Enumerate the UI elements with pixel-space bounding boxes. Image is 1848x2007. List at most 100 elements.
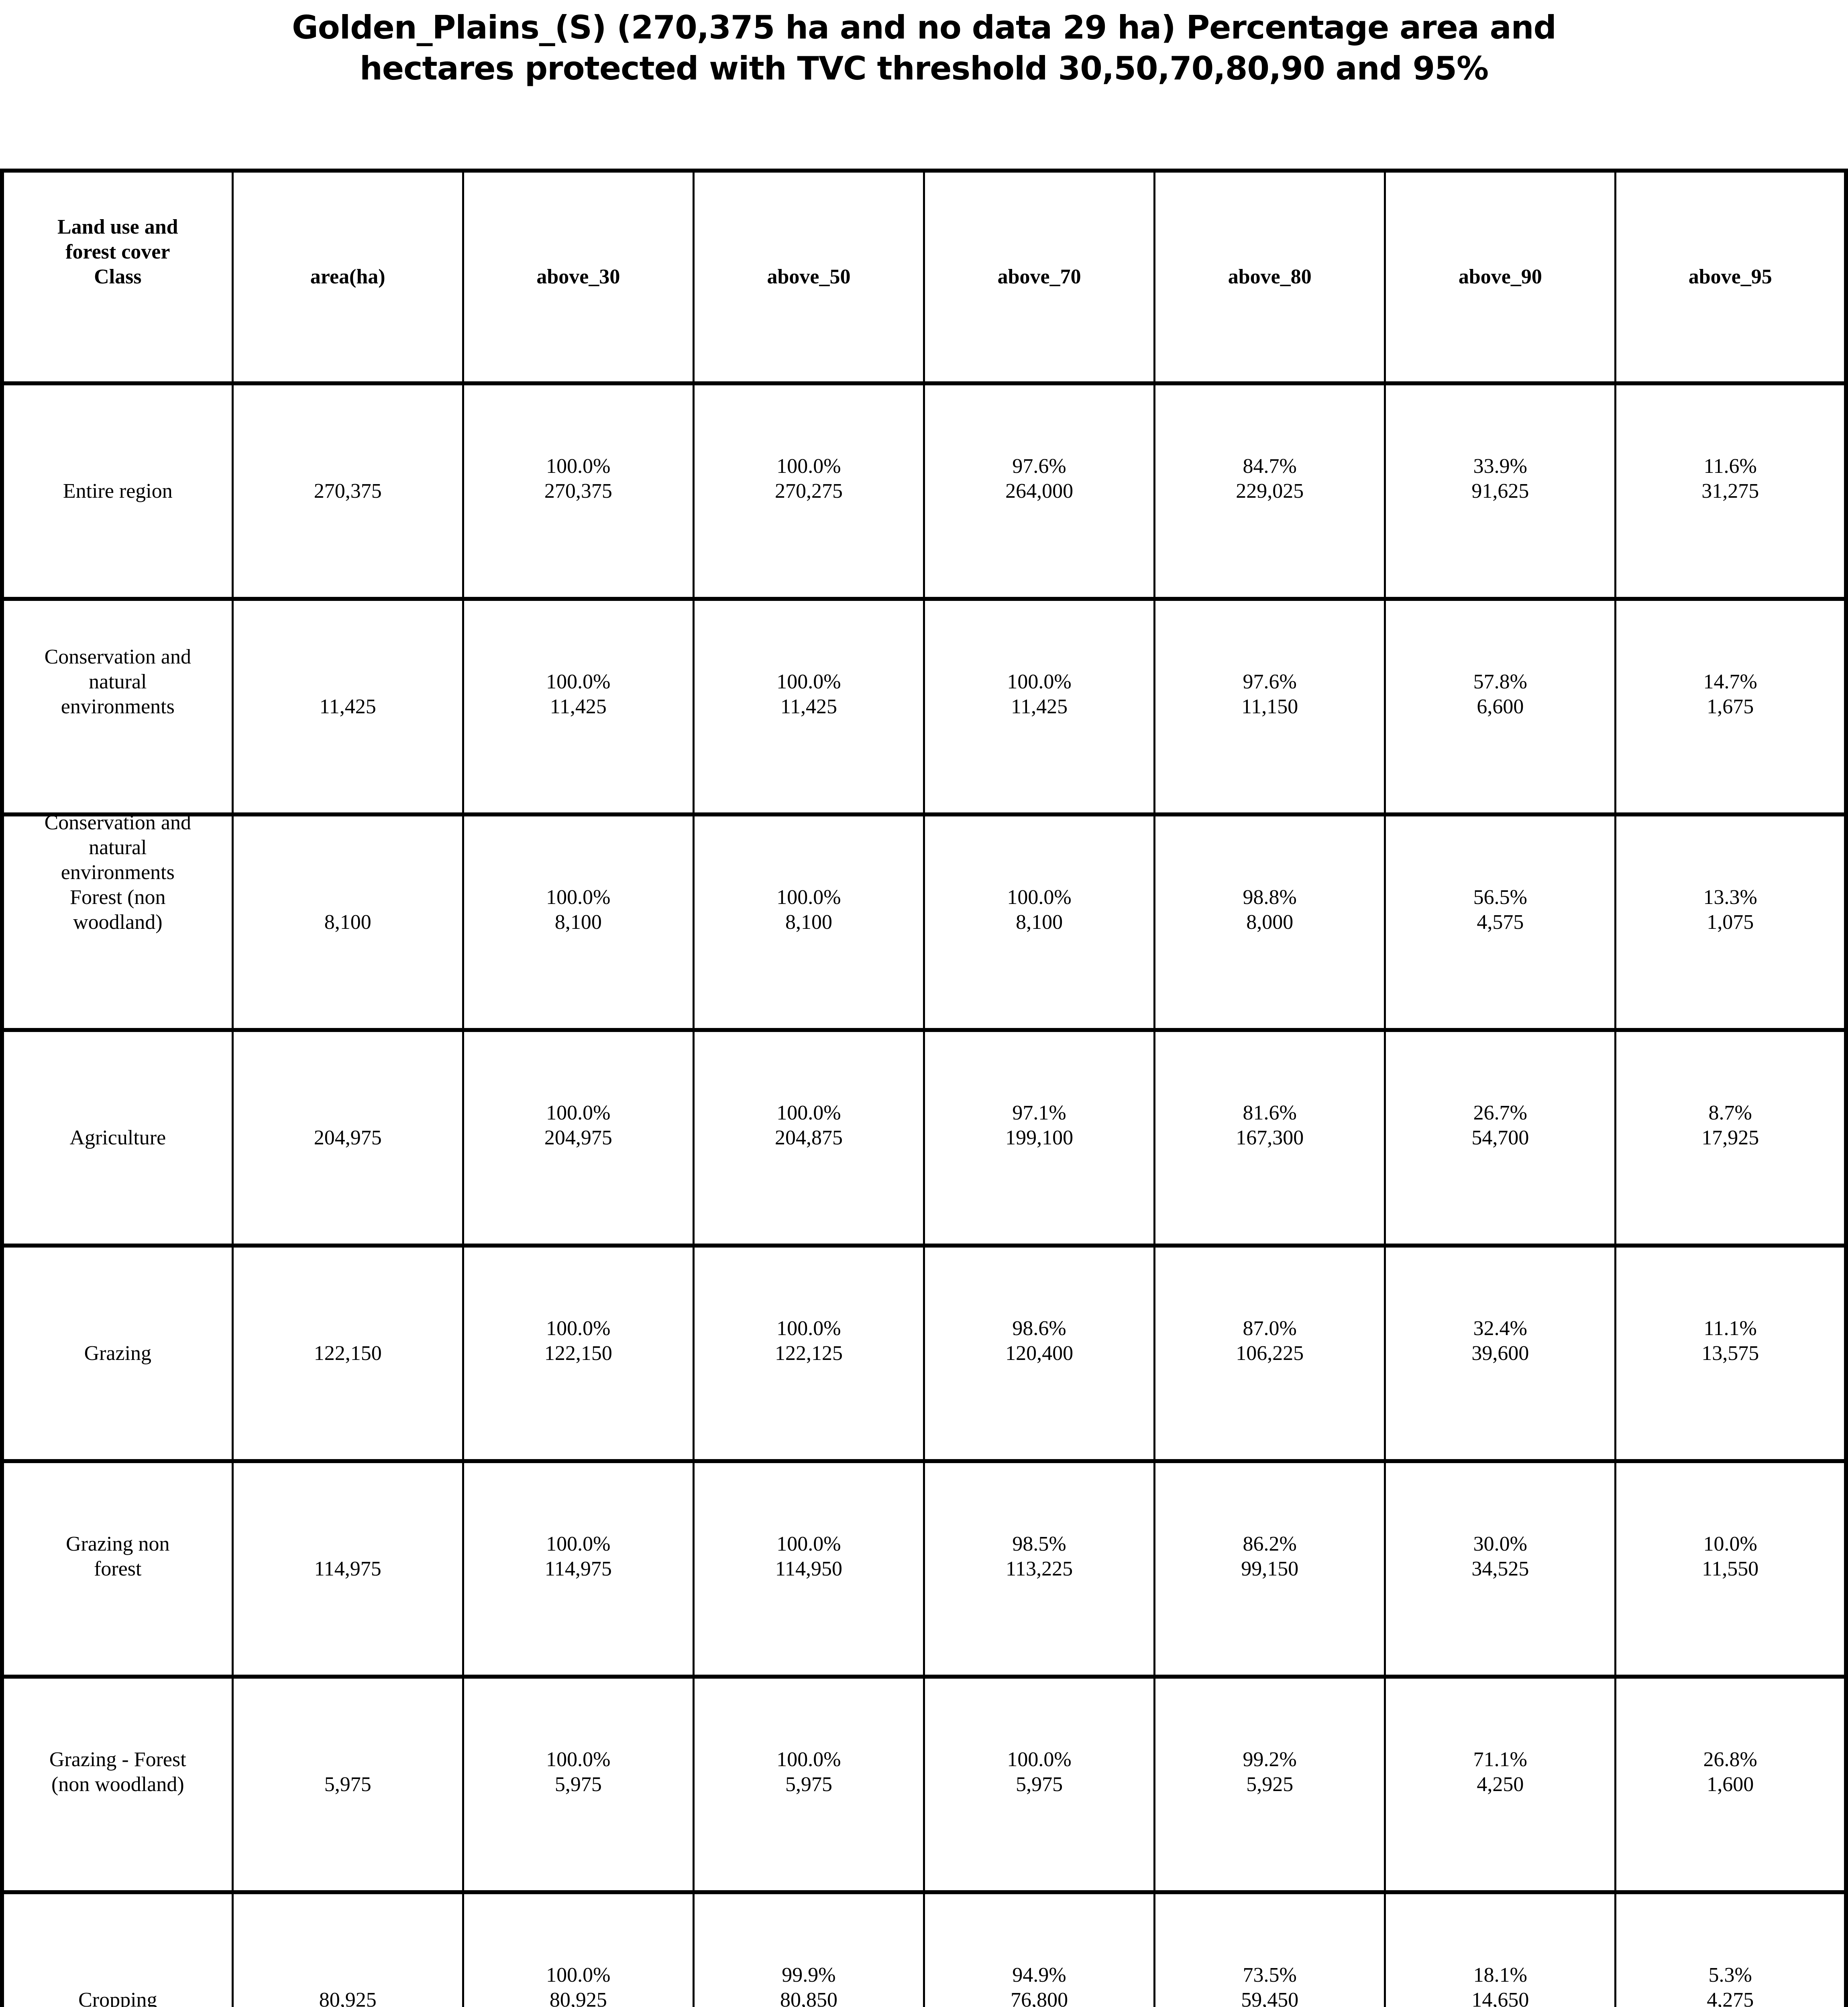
threshold-cell: 26.7% 54,700 [1384,1028,1617,1248]
percent-value: 94.9% [1012,1963,1066,1987]
land-use-class-cell: Conservation and natural environments [1,597,234,816]
hectares-value: 31,275 [1701,479,1759,503]
column-header-above-50: above_50 [692,169,925,385]
hectares-value: 80,925 [549,1988,607,2007]
percent-value: 100.0% [776,1317,841,1340]
area-ha-cell: 114,975 [231,1459,464,1679]
threshold-cell: 87.0% 106,225 [1153,1244,1386,1463]
percent-value: 100.0% [546,1101,611,1124]
threshold-cell: 100.0% 122,125 [692,1244,925,1463]
threshold-cell: 100.0% 5,975 [692,1675,925,1894]
area-ha-cell: 204,975 [231,1028,464,1248]
threshold-cell: 100.0% 114,975 [462,1459,695,1679]
percent-value: 14.7% [1703,670,1757,693]
column-header-above-90: above_90 [1384,169,1617,385]
threshold-cell: 98.8% 8,000 [1153,812,1386,1032]
threshold-cell: 100.0% 270,375 [462,381,695,601]
hectares-value: 39,600 [1471,1341,1529,1365]
hectares-value: 1,075 [1707,910,1754,934]
table-row: Cropping 80,925 100.0% 80,925 99.9% 80,850 94.… [1,1890,1847,2007]
hectares-value: 106,225 [1236,1341,1304,1365]
hectares-value: 5,975 [785,1773,832,1796]
hectares-value: 76,800 [1011,1988,1068,2007]
header-row: Land use and forest cover Class area(ha)… [1,169,1847,385]
threshold-cell: 57.8% 6,600 [1384,597,1617,816]
threshold-cell: 100.0% 80,925 [462,1890,695,2007]
hectares-value: 204,875 [774,1126,843,1149]
percent-value: 18.1% [1473,1963,1527,1987]
threshold-cell: 5.3% 4,275 [1614,1890,1847,2007]
hectares-value: 54,700 [1471,1126,1529,1149]
column-header-above-80: above_80 [1153,169,1386,385]
hectares-value: 229,025 [1236,479,1304,503]
area-ha-cell: 122,150 [231,1244,464,1463]
threshold-cell: 56.5% 4,575 [1384,812,1617,1032]
table-row: Grazing non forest 114,975 100.0% 114,975 10… [1,1459,1847,1679]
percent-value: 11.6% [1703,454,1757,478]
percent-value: 100.0% [546,885,611,909]
threshold-cell: 100.0% 270,275 [692,381,925,601]
threshold-cell: 11.1% 13,575 [1614,1244,1847,1463]
percent-value: 97.6% [1243,670,1297,693]
threshold-cell: 100.0% 5,975 [923,1675,1156,1894]
percent-value: 100.0% [776,885,841,909]
hectares-value: 114,975 [544,1557,612,1580]
threshold-cell: 98.5% 113,225 [923,1459,1156,1679]
hectares-value: 6,600 [1477,695,1524,718]
page-title-line2: hectares protected with TVC threshold 30… [359,50,1489,87]
column-header-area-ha: area(ha) [231,169,464,385]
threshold-cell: 100.0% 122,150 [462,1244,695,1463]
hectares-value: 99,150 [1241,1557,1299,1580]
percent-value: 99.2% [1243,1748,1297,1771]
column-header-land-use-class: Land use and forest cover Class [1,169,234,385]
percent-value: 100.0% [546,1317,611,1340]
threshold-cell: 100.0% 204,875 [692,1028,925,1248]
hectares-value: 1,600 [1707,1773,1754,1796]
hectares-value: 91,625 [1471,479,1529,503]
hectares-value: 113,225 [1006,1557,1073,1580]
hectares-value: 167,300 [1236,1126,1304,1149]
threshold-cell: 26.8% 1,600 [1614,1675,1847,1894]
percent-value: 5.3% [1708,1963,1752,1987]
hectares-value: 5,925 [1246,1773,1294,1796]
percent-value: 56.5% [1473,885,1527,909]
percent-value: 100.0% [546,454,611,478]
percent-value: 97.6% [1012,454,1066,478]
percent-value: 57.8% [1473,670,1527,693]
percent-value: 98.8% [1243,885,1297,909]
page-title: Golden_Plains_(S) (270,375 ha and no dat… [0,7,1848,89]
threshold-cell: 97.6% 11,150 [1153,597,1386,816]
threshold-cell: 100.0% 5,975 [462,1675,695,1894]
page-title-line1: Golden_Plains_(S) (270,375 ha and no dat… [292,9,1557,46]
threshold-cell: 99.2% 5,925 [1153,1675,1386,1894]
land-use-class-cell: Agriculture [1,1028,234,1248]
threshold-cell: 13.3% 1,075 [1614,812,1847,1032]
column-header-above-70: above_70 [923,169,1156,385]
threshold-cell: 84.7% 229,025 [1153,381,1386,601]
hectares-value: 59,450 [1241,1988,1299,2007]
hectares-value: 204,975 [544,1126,612,1149]
hectares-value: 8,000 [1246,910,1294,934]
percent-value: 100.0% [546,670,611,693]
hectares-value: 11,425 [1011,695,1068,718]
hectares-value: 122,125 [774,1341,843,1365]
threshold-cell: 14.7% 1,675 [1614,597,1847,816]
percent-value: 26.7% [1473,1101,1527,1124]
percent-value: 86.2% [1243,1532,1297,1555]
threshold-cell: 33.9% 91,625 [1384,381,1617,601]
threshold-cell: 97.6% 264,000 [923,381,1156,601]
land-use-class-cell: Conservation and natural environments Fo… [1,811,234,1032]
land-use-class-cell: Grazing [1,1244,234,1463]
percent-value: 98.5% [1012,1532,1066,1555]
percent-value: 32.4% [1473,1317,1527,1340]
hectares-value: 8,100 [554,910,602,934]
percent-value: 73.5% [1243,1963,1297,1987]
hectares-value: 4,275 [1707,1988,1754,2007]
percent-value: 87.0% [1243,1317,1297,1340]
area-ha-cell: 80,925 [231,1890,464,2007]
column-header-above-95: above_95 [1614,169,1847,385]
hectares-value: 5,975 [1016,1773,1063,1796]
percent-value: 71.1% [1473,1748,1527,1771]
hectares-value: 270,275 [774,479,843,503]
